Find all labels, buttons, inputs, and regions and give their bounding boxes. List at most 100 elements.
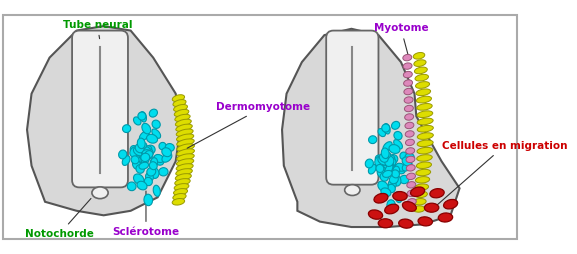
Ellipse shape xyxy=(415,74,429,81)
Ellipse shape xyxy=(177,134,194,141)
Ellipse shape xyxy=(176,129,193,136)
Ellipse shape xyxy=(162,153,172,162)
Ellipse shape xyxy=(404,114,414,120)
Ellipse shape xyxy=(395,192,402,203)
Ellipse shape xyxy=(176,164,193,171)
Ellipse shape xyxy=(144,177,152,186)
Ellipse shape xyxy=(137,138,145,149)
Polygon shape xyxy=(27,26,180,215)
Ellipse shape xyxy=(425,203,439,212)
Ellipse shape xyxy=(407,182,416,188)
Ellipse shape xyxy=(415,82,430,88)
Ellipse shape xyxy=(382,124,390,132)
Ellipse shape xyxy=(368,164,376,174)
Ellipse shape xyxy=(414,199,426,205)
Ellipse shape xyxy=(130,147,139,157)
Ellipse shape xyxy=(404,80,413,86)
Ellipse shape xyxy=(176,169,192,176)
Ellipse shape xyxy=(378,219,392,228)
Ellipse shape xyxy=(149,162,157,170)
Ellipse shape xyxy=(393,166,400,175)
Ellipse shape xyxy=(92,187,108,199)
Ellipse shape xyxy=(393,192,407,201)
Ellipse shape xyxy=(133,159,140,169)
Ellipse shape xyxy=(392,165,400,176)
Ellipse shape xyxy=(388,158,396,166)
Ellipse shape xyxy=(383,160,390,169)
Ellipse shape xyxy=(133,117,141,125)
Ellipse shape xyxy=(154,154,164,163)
Ellipse shape xyxy=(375,155,383,163)
Ellipse shape xyxy=(174,184,189,190)
Ellipse shape xyxy=(403,54,412,61)
Ellipse shape xyxy=(175,174,192,181)
Ellipse shape xyxy=(151,168,159,178)
Text: Notochorde: Notochorde xyxy=(25,198,94,239)
Ellipse shape xyxy=(379,163,385,173)
Ellipse shape xyxy=(177,149,194,156)
Ellipse shape xyxy=(376,164,384,172)
Ellipse shape xyxy=(378,181,388,191)
FancyBboxPatch shape xyxy=(326,30,379,185)
Ellipse shape xyxy=(430,189,444,198)
Ellipse shape xyxy=(418,217,432,226)
Ellipse shape xyxy=(413,206,425,212)
Ellipse shape xyxy=(416,169,430,176)
Ellipse shape xyxy=(405,122,414,129)
Ellipse shape xyxy=(151,158,158,167)
Ellipse shape xyxy=(138,151,147,160)
Ellipse shape xyxy=(141,147,151,157)
Ellipse shape xyxy=(154,155,164,165)
Ellipse shape xyxy=(140,151,149,160)
Ellipse shape xyxy=(417,111,433,118)
Ellipse shape xyxy=(392,170,399,178)
Ellipse shape xyxy=(152,120,160,129)
Ellipse shape xyxy=(380,153,388,162)
Ellipse shape xyxy=(406,156,415,163)
Ellipse shape xyxy=(385,204,399,214)
Ellipse shape xyxy=(415,184,429,190)
Ellipse shape xyxy=(444,199,458,209)
Ellipse shape xyxy=(404,88,413,95)
Ellipse shape xyxy=(375,156,384,166)
Text: Dermomyotome: Dermomyotome xyxy=(187,102,310,148)
Ellipse shape xyxy=(394,140,402,149)
Ellipse shape xyxy=(403,71,413,78)
Ellipse shape xyxy=(159,168,168,176)
Ellipse shape xyxy=(174,188,188,195)
Ellipse shape xyxy=(122,125,131,133)
Ellipse shape xyxy=(149,109,158,117)
Ellipse shape xyxy=(400,175,409,184)
Ellipse shape xyxy=(414,191,428,198)
Ellipse shape xyxy=(396,164,406,174)
Ellipse shape xyxy=(365,159,373,168)
Ellipse shape xyxy=(140,112,147,122)
Ellipse shape xyxy=(407,190,416,197)
Text: Tube neural: Tube neural xyxy=(62,20,132,39)
Text: Myotome: Myotome xyxy=(374,23,428,59)
Polygon shape xyxy=(282,29,459,227)
Ellipse shape xyxy=(383,170,392,177)
Ellipse shape xyxy=(383,142,392,151)
Ellipse shape xyxy=(402,202,417,211)
Ellipse shape xyxy=(174,109,189,117)
Ellipse shape xyxy=(175,119,191,126)
Ellipse shape xyxy=(122,156,130,165)
Ellipse shape xyxy=(414,67,428,74)
Ellipse shape xyxy=(172,198,185,205)
Ellipse shape xyxy=(387,184,395,193)
Text: Sclérotome: Sclérotome xyxy=(113,191,179,237)
Ellipse shape xyxy=(162,148,171,157)
Ellipse shape xyxy=(417,96,432,103)
Ellipse shape xyxy=(387,200,396,211)
Ellipse shape xyxy=(378,157,387,165)
Ellipse shape xyxy=(152,129,160,138)
Ellipse shape xyxy=(385,164,393,174)
Ellipse shape xyxy=(417,147,433,154)
Ellipse shape xyxy=(377,168,385,178)
Ellipse shape xyxy=(392,121,400,129)
Ellipse shape xyxy=(137,181,147,190)
Ellipse shape xyxy=(414,60,426,67)
Ellipse shape xyxy=(417,118,433,125)
Ellipse shape xyxy=(405,131,414,137)
